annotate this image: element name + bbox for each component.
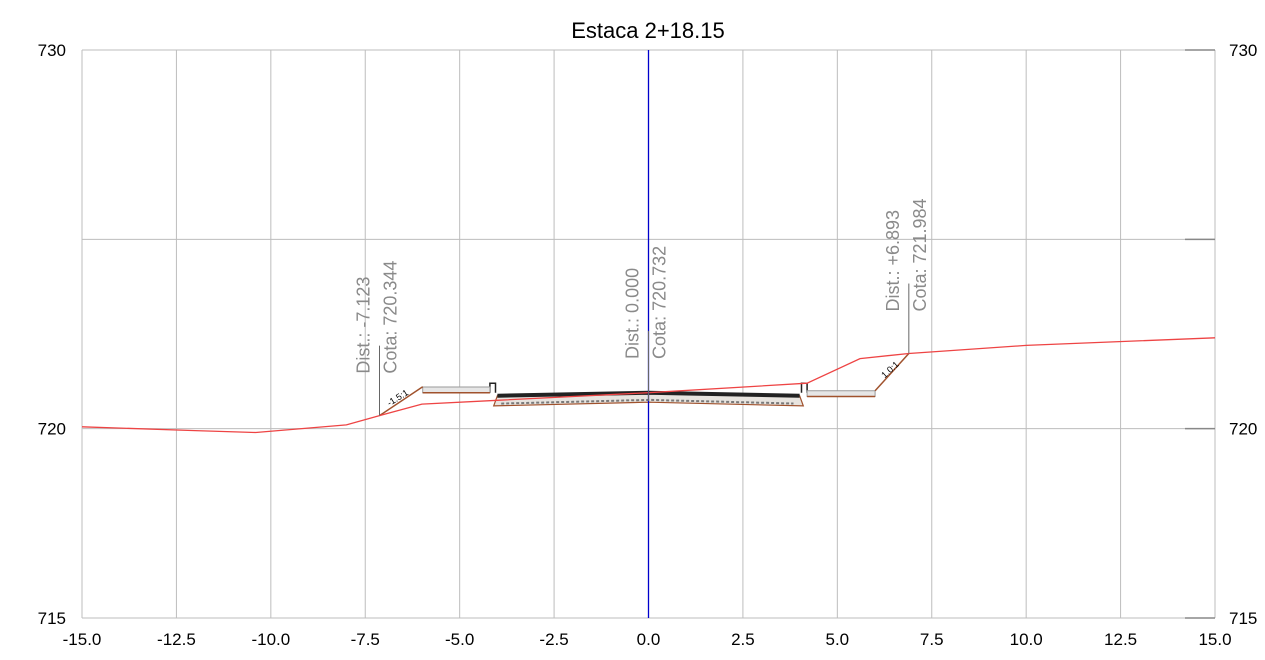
x-tick-label: 10.0 <box>1010 630 1043 649</box>
x-tick-label: 7.5 <box>920 630 944 649</box>
left-berm <box>422 386 491 394</box>
x-tick-label: -15.0 <box>63 630 102 649</box>
x-tick-label: 0.0 <box>637 630 661 649</box>
right-curb <box>800 382 808 393</box>
annotation-dist: Dist.: -7.123 <box>353 277 373 374</box>
annotation-cota: Cota: 721.984 <box>910 198 930 311</box>
annotation-cota: Cota: 720.344 <box>380 261 400 374</box>
y-tick-label-right: 730 <box>1229 41 1257 60</box>
left-curb <box>489 382 497 393</box>
x-tick-label: -12.5 <box>157 630 196 649</box>
y-tick-label-left: 720 <box>38 420 66 439</box>
y-tick-label-right: 720 <box>1229 420 1257 439</box>
left-fill-slope <box>379 386 424 417</box>
annotation-cota: Cota: 720.732 <box>650 246 670 359</box>
x-tick-label: -7.5 <box>351 630 380 649</box>
right-cut-slope <box>874 352 910 392</box>
annotation-dist: Dist.: +6.893 <box>883 210 903 312</box>
x-tick-label: -2.5 <box>539 630 568 649</box>
axes: -15.0 -12.5 -10.0 -7.5 -5.0 -2.5 0.0 2.5 5.0 7.5 1… <box>38 41 1258 649</box>
x-tick-label: -10.0 <box>251 630 290 649</box>
slope-ratio-label: -1.5:1 <box>385 387 410 408</box>
x-tick-label: 15.0 <box>1198 630 1231 649</box>
y-tick-label-left: 715 <box>38 609 66 628</box>
y-tick-label-right: 715 <box>1229 609 1257 628</box>
granular-base-pattern <box>501 398 794 405</box>
x-tick-label: 12.5 <box>1104 630 1137 649</box>
x-tick-label: 5.0 <box>826 630 850 649</box>
chart-title: Estaca 2+18.15 <box>571 18 725 43</box>
right-berm <box>806 390 876 397</box>
section-design: -1.5:1 1.0:1 <box>379 352 910 417</box>
x-tick-label: 2.5 <box>731 630 755 649</box>
x-tick-label: -5.0 <box>445 630 474 649</box>
y-tick-label-left: 730 <box>38 41 66 60</box>
slope-ratio-label: 1.0:1 <box>879 359 901 380</box>
annotation-dist: Dist.: 0.000 <box>623 268 643 359</box>
annotations: Dist.: -7.123 Cota: 720.344 Dist.: 0.000 Co… <box>353 198 930 416</box>
